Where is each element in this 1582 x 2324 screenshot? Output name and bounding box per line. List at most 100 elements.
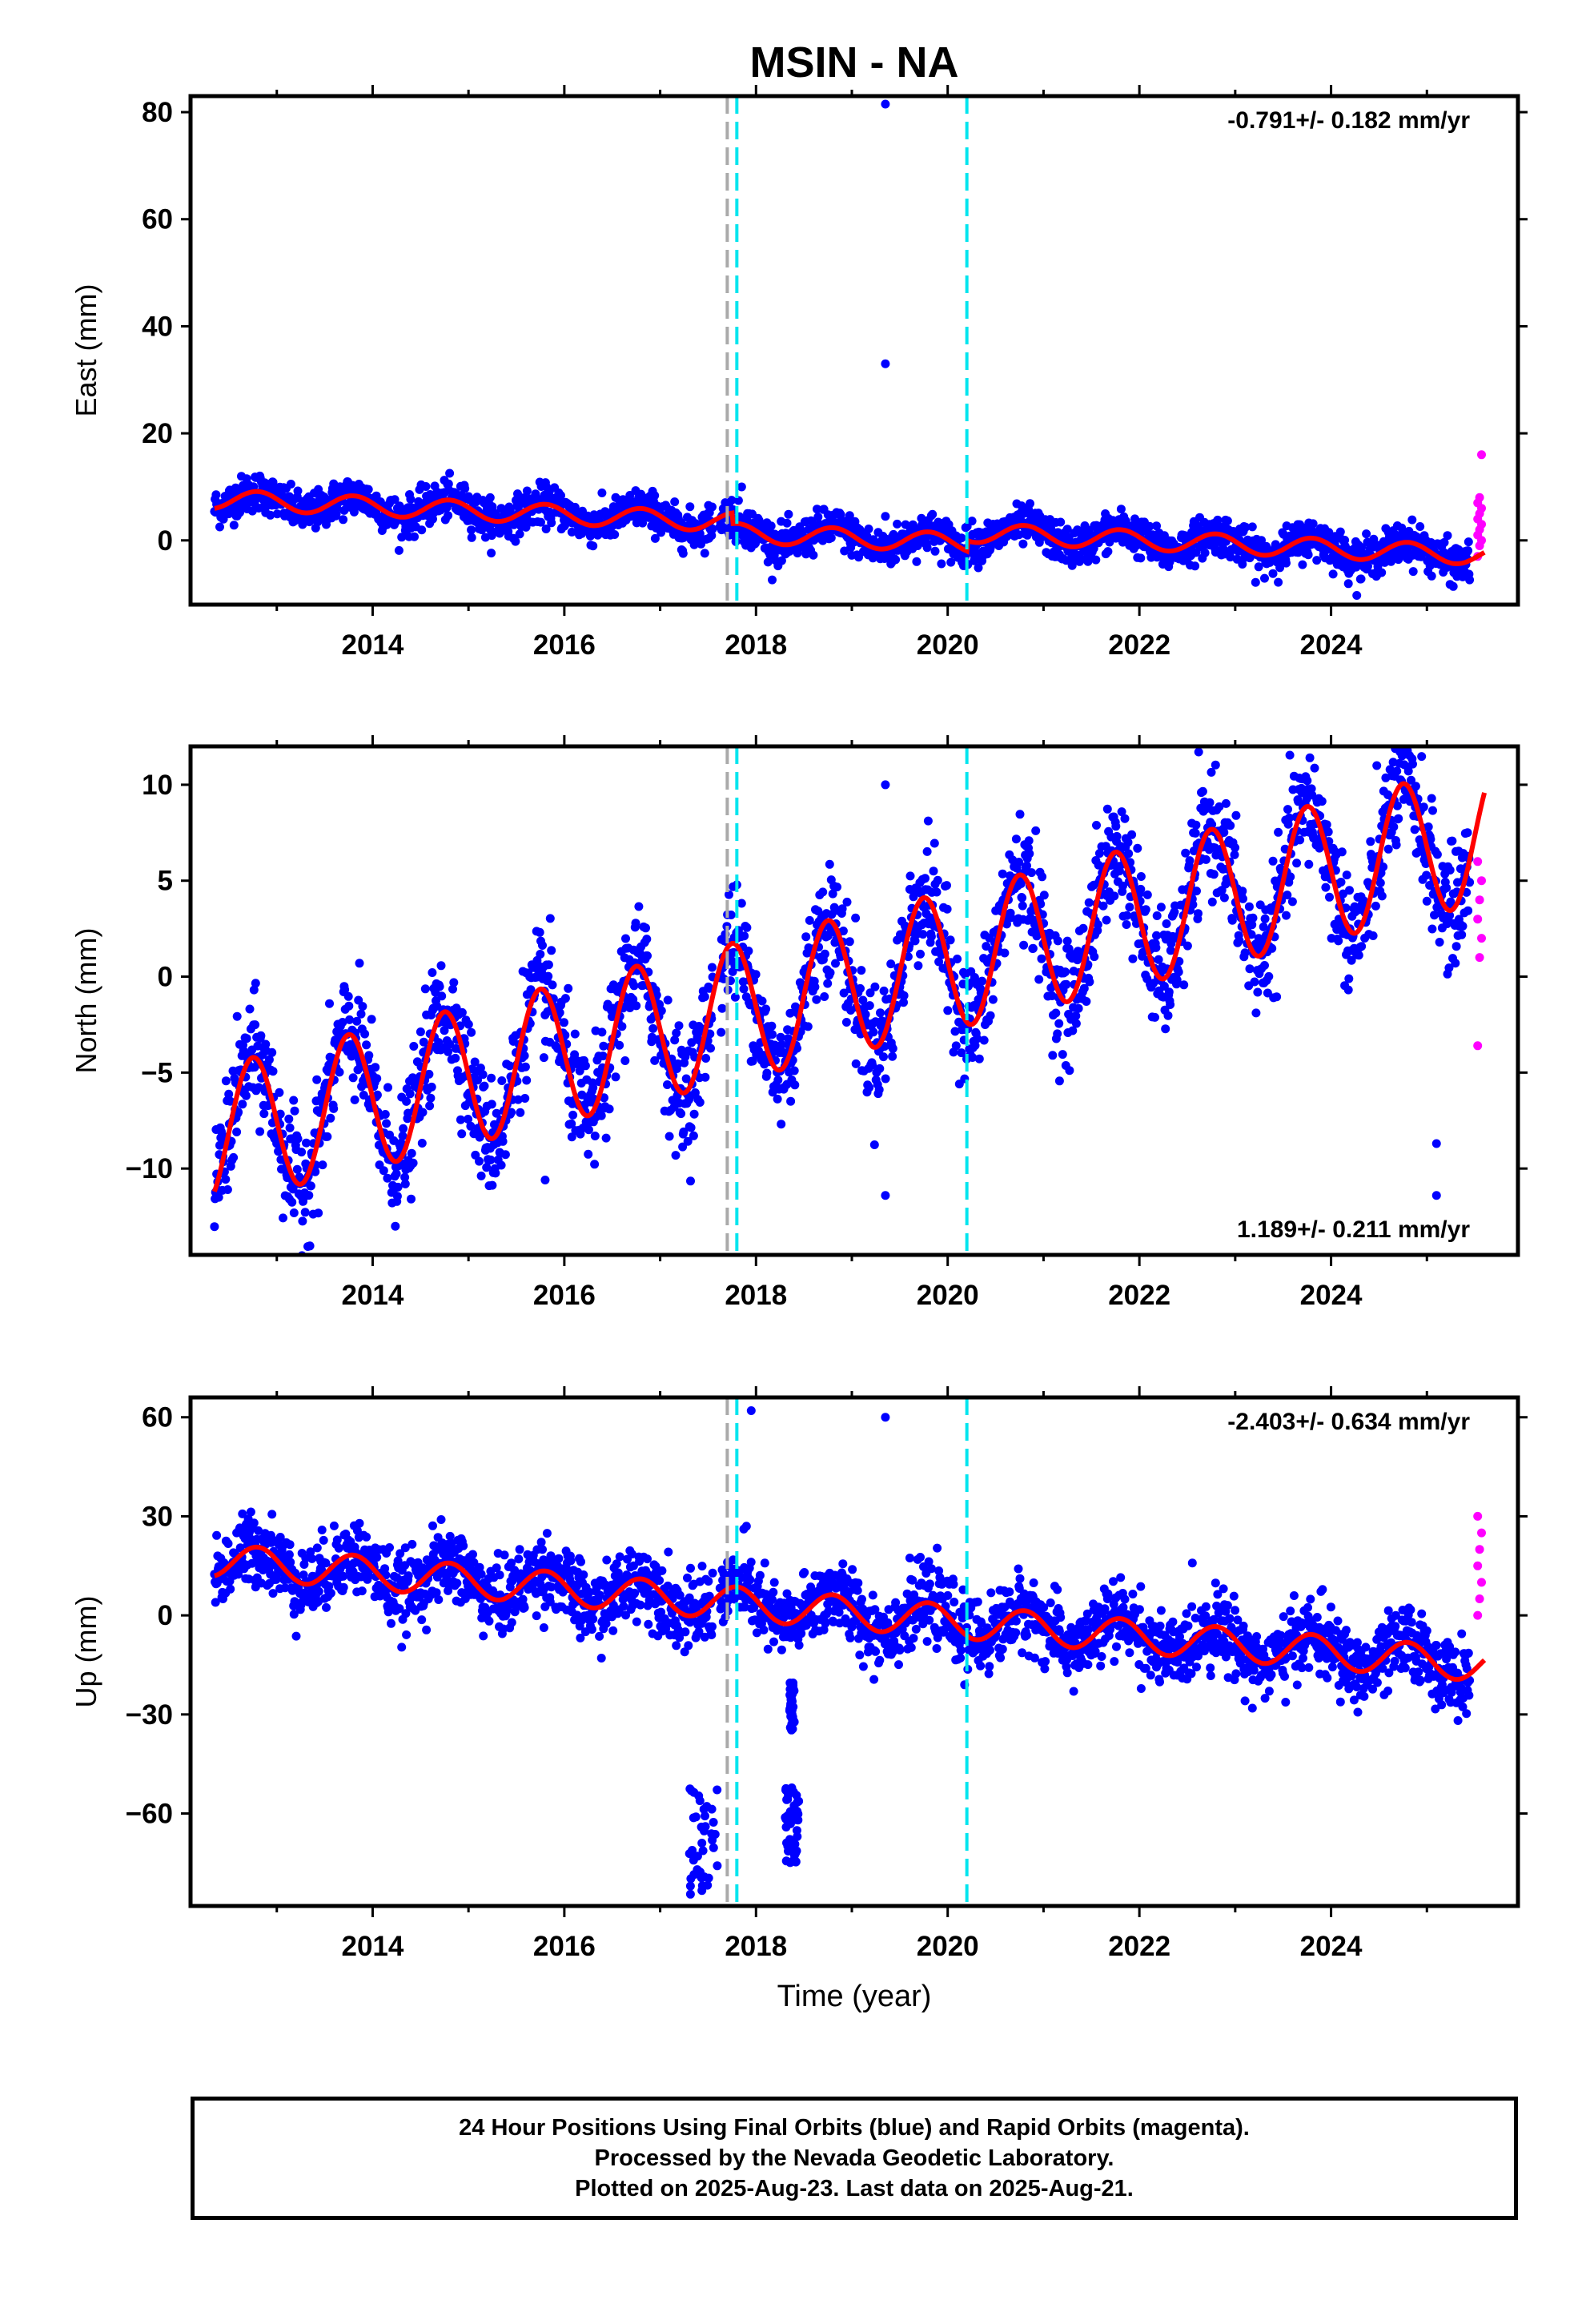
data-point — [1251, 1008, 1261, 1018]
data-point — [1282, 558, 1291, 568]
rapid-orbit-points-east — [1473, 450, 1486, 561]
data-point — [394, 545, 404, 555]
data-point — [245, 1004, 255, 1014]
data-point — [918, 930, 928, 939]
outlier-point — [540, 1176, 550, 1185]
data-point — [298, 520, 307, 529]
data-point — [406, 494, 416, 504]
data-point — [522, 486, 532, 496]
data-point — [1102, 915, 1111, 925]
data-point — [1192, 887, 1201, 896]
data-point — [1084, 898, 1094, 907]
data-point — [932, 887, 942, 897]
x-tick-label: 2020 — [917, 1280, 979, 1311]
data-point — [1026, 499, 1034, 509]
x-tick-label: 2016 — [533, 629, 596, 661]
data-point — [541, 525, 551, 533]
data-point — [547, 946, 556, 955]
data-point — [1179, 980, 1189, 990]
data-point — [683, 1136, 693, 1146]
data-point — [899, 998, 908, 1007]
data-point — [1032, 931, 1042, 941]
data-point — [488, 1180, 497, 1190]
data-point — [893, 519, 902, 529]
data-point — [681, 1074, 691, 1084]
data-point — [1264, 971, 1274, 981]
data-point — [767, 1021, 777, 1031]
data-point — [663, 1080, 672, 1089]
data-point — [733, 496, 743, 505]
data-point — [812, 995, 821, 1004]
plot-area-north — [210, 746, 1488, 1255]
data-point — [650, 1055, 660, 1065]
data-point — [642, 935, 652, 944]
data-point — [1092, 821, 1101, 830]
data-point — [1342, 870, 1351, 880]
data-point — [1231, 810, 1241, 820]
data-point — [789, 1066, 799, 1076]
data-point — [837, 904, 847, 914]
data-point — [352, 1016, 362, 1026]
data-point — [687, 1038, 697, 1047]
data-point — [544, 960, 553, 970]
data-point — [1422, 896, 1431, 906]
data-point — [926, 932, 936, 941]
data-point — [312, 1075, 322, 1084]
data-point — [267, 1510, 277, 1519]
data-point — [343, 991, 353, 1001]
data-point — [1260, 573, 1269, 583]
data-point — [784, 509, 793, 519]
data-point — [641, 923, 650, 933]
data-point — [272, 509, 282, 519]
data-point — [1377, 891, 1387, 901]
data-point — [1407, 775, 1415, 785]
data-point — [256, 1031, 266, 1040]
data-point — [226, 1096, 235, 1106]
x-tick-label: 2018 — [725, 629, 787, 661]
data-point — [1145, 521, 1154, 531]
data-point — [306, 1181, 315, 1191]
data-point — [1465, 575, 1475, 585]
data-point — [1458, 922, 1468, 931]
data-point — [1162, 919, 1171, 928]
data-point — [1435, 938, 1444, 947]
data-point — [393, 1182, 403, 1192]
data-point — [942, 904, 952, 914]
data-point — [435, 982, 444, 991]
data-point — [707, 531, 717, 541]
data-point — [221, 1076, 231, 1086]
data-point — [1037, 954, 1046, 963]
data-point — [249, 985, 259, 995]
data-point — [912, 557, 921, 566]
data-point — [737, 899, 746, 908]
data-point — [544, 971, 553, 981]
data-point — [492, 1108, 501, 1118]
data-point — [1230, 850, 1239, 859]
data-point — [1344, 974, 1354, 983]
data-point — [1347, 955, 1356, 965]
data-point — [1464, 546, 1473, 556]
data-point — [1120, 814, 1130, 823]
data-point — [643, 951, 652, 960]
data-point — [1015, 810, 1025, 819]
y-tick-label: −5 — [141, 1057, 173, 1088]
data-point — [1322, 820, 1331, 830]
data-point — [1274, 827, 1283, 837]
data-point — [946, 935, 955, 945]
data-point — [564, 983, 573, 993]
data-point — [910, 936, 920, 946]
data-point — [590, 1132, 600, 1140]
data-point — [916, 949, 925, 959]
data-point — [1201, 854, 1211, 864]
data-point — [1391, 840, 1401, 850]
data-point — [828, 889, 837, 899]
data-point — [418, 1108, 428, 1117]
data-point — [400, 1179, 410, 1188]
data-point — [851, 913, 861, 923]
x-tick-label: 2022 — [1108, 1280, 1170, 1311]
data-point — [1103, 547, 1113, 557]
data-point — [1357, 543, 1367, 553]
data-point — [1152, 521, 1161, 531]
data-point — [1383, 844, 1393, 854]
data-point — [1112, 831, 1122, 841]
